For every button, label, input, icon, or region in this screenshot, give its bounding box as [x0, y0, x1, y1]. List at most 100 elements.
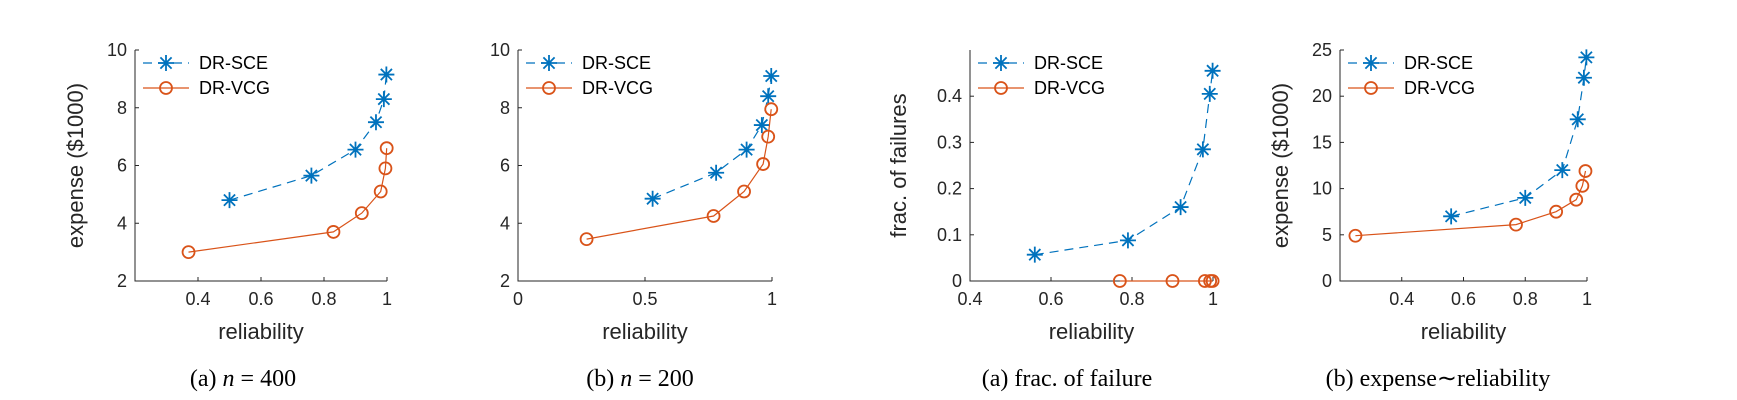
data-point: [1575, 178, 1590, 193]
x-tick-label: 1: [1582, 289, 1592, 309]
data-point: [1569, 192, 1584, 207]
y-tick-label: 8: [117, 98, 127, 118]
data-point: [221, 192, 238, 209]
x-axis-label: reliability: [602, 319, 688, 344]
y-tick-label: 6: [117, 156, 127, 176]
data-point: [347, 141, 364, 158]
legend-marker: [541, 55, 557, 71]
series-line: [1451, 57, 1587, 217]
chart-n400: 0.4 0.6 0.8 1 2 4 6 8 10 reliability expense ($100…: [63, 40, 395, 344]
data-point: [378, 66, 395, 83]
data-point: [1569, 111, 1586, 128]
series-line: [652, 75, 772, 200]
legend-marker: [994, 81, 1008, 95]
data-point: [1517, 189, 1534, 206]
data-point: [1165, 274, 1180, 288]
caption-frac-of-failure: (a) frac. of failure: [982, 366, 1153, 392]
series-dr-vcg: [181, 141, 394, 260]
data-point: [354, 206, 369, 221]
x-tick-label: 1: [382, 289, 392, 309]
legend: DR-SCE DR-VCG: [978, 53, 1105, 98]
data-point: [1172, 199, 1189, 216]
x-tick-label: 0.4: [1389, 289, 1414, 309]
y-tick-label: 20: [1312, 86, 1332, 106]
legend-label: DR-SCE: [199, 53, 268, 73]
series-line: [586, 109, 772, 240]
legend-label: DR-VCG: [1034, 78, 1105, 98]
y-tick-label: 4: [117, 213, 127, 233]
data-point: [760, 88, 777, 105]
data-point: [1026, 246, 1043, 263]
data-point: [708, 164, 725, 181]
data-point: [737, 184, 751, 199]
data-point: [375, 91, 392, 108]
x-tick-label: 1: [767, 289, 777, 309]
y-tick-label: 0.1: [937, 225, 962, 245]
data-point: [738, 141, 755, 158]
legend-label: DR-SCE: [1034, 53, 1103, 73]
data-point: [1578, 49, 1595, 66]
x-tick-label: 0: [513, 289, 523, 309]
legend-marker: [1363, 55, 1379, 71]
series-line: [1355, 170, 1587, 237]
y-tick-label: 5: [1322, 225, 1332, 245]
x-tick-label: 0.5: [632, 289, 657, 309]
legend-label: DR-VCG: [1404, 78, 1475, 98]
x-tick-label: 0.8: [1119, 289, 1144, 309]
series-dr-sce: [644, 67, 780, 207]
legend-marker: [993, 55, 1009, 71]
data-point: [379, 141, 394, 156]
data-point: [1443, 208, 1460, 225]
data-point: [706, 209, 721, 223]
legend-label: DR-VCG: [199, 78, 270, 98]
data-point: [1575, 69, 1592, 86]
data-point: [367, 114, 384, 131]
caption-b-n200: (b) n = 200: [586, 366, 694, 392]
data-point: [1204, 62, 1221, 79]
series-dr-sce: [1026, 62, 1221, 263]
data-point: [1348, 228, 1363, 243]
data-point: [1549, 204, 1564, 219]
y-tick-label: 15: [1312, 132, 1332, 152]
y-tick-label: 10: [1312, 179, 1332, 199]
legend: DR-SCE DR-VCG: [143, 53, 270, 98]
x-tick-label: 0.4: [185, 289, 210, 309]
series-dr-vcg: [1112, 274, 1220, 288]
y-tick-label: 8: [500, 98, 510, 118]
legend-label: DR-VCG: [582, 78, 653, 98]
series-line: [188, 148, 388, 253]
legend: DR-SCE DR-VCG: [1348, 53, 1475, 98]
x-axis-label: reliability: [1049, 319, 1135, 344]
series-dr-sce: [221, 66, 395, 209]
y-axis-label: expense ($1000): [63, 83, 88, 248]
data-point: [303, 167, 320, 184]
x-tick-label: 0.6: [1451, 289, 1476, 309]
series-dr-sce: [1443, 49, 1595, 225]
x-tick-label: 0.6: [1038, 289, 1063, 309]
data-point: [644, 190, 661, 207]
legend-marker: [159, 81, 173, 95]
caption-a-n400: (a) n = 400: [190, 366, 296, 392]
data-point: [373, 184, 388, 199]
y-axis-label: frac. of failures: [886, 93, 911, 237]
data-point: [1119, 232, 1136, 249]
y-tick-label: 2: [500, 271, 510, 291]
data-point: [1201, 85, 1218, 102]
y-tick-label: 0.4: [937, 86, 962, 106]
data-point: [1198, 274, 1212, 288]
x-tick-label: 1: [1208, 289, 1218, 309]
data-point: [1509, 217, 1523, 232]
data-point: [1194, 141, 1211, 158]
y-tick-label: 10: [107, 40, 127, 60]
y-axis-label: expense ($1000): [1268, 83, 1293, 248]
data-point: [1205, 274, 1220, 288]
data-point: [1112, 274, 1127, 288]
y-tick-label: 0: [952, 271, 962, 291]
x-axis-label: reliability: [1421, 319, 1507, 344]
chart-failure: 0.4 0.6 0.8 1 0 0.1 0.2 0.3 0.4 reliability frac. …: [886, 50, 1221, 344]
x-tick-label: 0.8: [1513, 289, 1538, 309]
series-dr-vcg: [1348, 164, 1593, 243]
y-tick-label: 6: [500, 156, 510, 176]
x-tick-label: 0.4: [957, 289, 982, 309]
